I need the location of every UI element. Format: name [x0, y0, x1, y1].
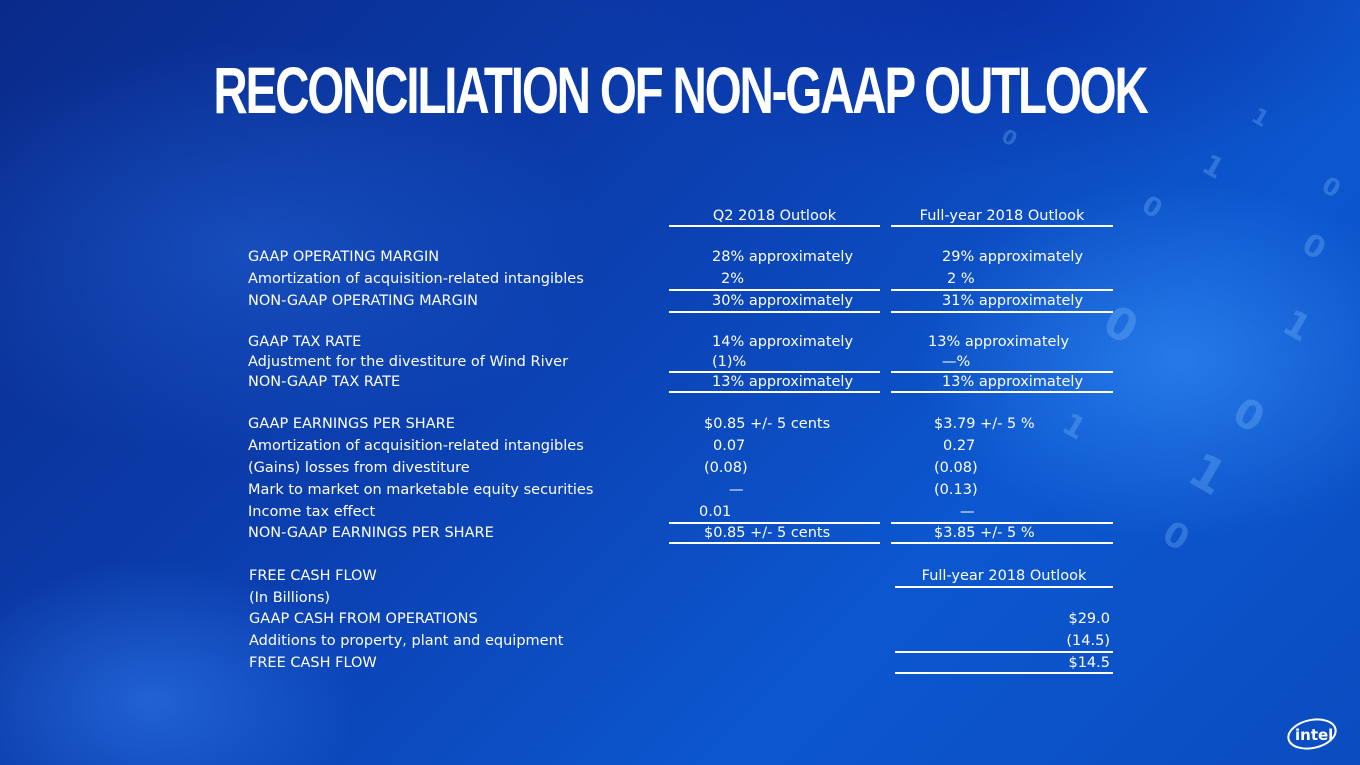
table-row: Additions to property, plant and equipme…	[0, 631, 1360, 651]
subtotal-line	[669, 522, 880, 524]
digit-bg: 1	[1247, 104, 1273, 133]
fy-value: (0.08)	[934, 460, 978, 476]
header-underline-q2	[669, 225, 880, 227]
page-title: RECONCILIATION OF NON-GAAP OUTLOOK	[213, 53, 1148, 127]
table-row: GAAP EARNINGS PER SHARE $0.85 +/- 5 cent…	[0, 414, 1360, 434]
subtotal-line	[895, 651, 1113, 653]
intel-logo: intel	[1287, 718, 1337, 750]
q2-value: 30% approximately	[712, 293, 854, 309]
row-label: Mark to market on marketable equity secu…	[248, 482, 594, 498]
q2-value: 0.01	[699, 504, 732, 520]
q2-value: $0.85 +/- 5 cents	[704, 525, 831, 541]
q2-value: $0.85 +/- 5 cents	[704, 416, 831, 432]
table-row: Amortization of acquisition-related inta…	[0, 269, 1360, 289]
q2-value: (0.08)	[704, 460, 748, 476]
column-header-fy: Full-year 2018 Outlook	[919, 208, 1085, 224]
fcf-column-header: Full-year 2018 Outlook	[921, 568, 1087, 584]
row-label: Income tax effect	[248, 504, 376, 520]
table-row: GAAP TAX RATE 14% approximately 13% appr…	[0, 332, 1360, 352]
logo-text: intel	[1295, 726, 1333, 744]
q2-value: (1)%	[712, 354, 747, 370]
header-underline-fcf	[895, 586, 1113, 588]
fy-value: (14.5)	[1066, 633, 1110, 649]
fy-value: $29.0	[1068, 611, 1110, 627]
digit-bg: 0	[1317, 171, 1345, 204]
header-underline-fy	[891, 225, 1113, 227]
q2-value: 28% approximately	[712, 249, 854, 265]
total-line	[891, 391, 1113, 393]
row-label: Amortization of acquisition-related inta…	[248, 271, 584, 287]
fy-value: $14.5	[1068, 655, 1110, 671]
fy-value: 13% approximately	[942, 374, 1084, 390]
digit-bg: 1	[1197, 147, 1230, 185]
total-line	[895, 672, 1113, 674]
subtotal-line	[669, 371, 880, 373]
row-label: Additions to property, plant and equipme…	[249, 633, 564, 649]
row-label: NON-GAAP OPERATING MARGIN	[248, 293, 478, 309]
q2-value: 0.07	[713, 438, 746, 454]
table-row: Mark to market on marketable equity secu…	[0, 480, 1360, 500]
table-row: FREE CASH FLOW Full-year 2018 Outlook	[0, 566, 1360, 586]
column-header-row: Q2 2018 Outlook Full-year 2018 Outlook	[0, 206, 1360, 226]
table-row: (Gains) losses from divestiture (0.08) (…	[0, 458, 1360, 478]
row-label: GAAP CASH FROM OPERATIONS	[249, 611, 478, 627]
total-line	[669, 311, 880, 313]
fy-value: 13% approximately	[928, 334, 1070, 350]
table-row: GAAP OPERATING MARGIN 28% approximately …	[0, 247, 1360, 267]
row-label: NON-GAAP EARNINGS PER SHARE	[248, 525, 494, 541]
table-row: FREE CASH FLOW $14.5	[0, 653, 1360, 673]
fy-value: —%	[942, 354, 971, 370]
row-label: Adjustment for the divestiture of Wind R…	[248, 354, 569, 370]
subtotal-line	[669, 289, 880, 291]
table-row: NON-GAAP EARNINGS PER SHARE $0.85 +/- 5 …	[0, 523, 1360, 543]
fy-value: $3.85 +/- 5 %	[934, 525, 1035, 541]
column-header-q2: Q2 2018 Outlook	[712, 208, 837, 224]
fcf-units: (In Billions)	[249, 590, 331, 606]
row-label: NON-GAAP TAX RATE	[248, 374, 401, 390]
row-label: GAAP EARNINGS PER SHARE	[248, 416, 455, 432]
q2-value: 13% approximately	[712, 374, 854, 390]
fy-value: (0.13)	[934, 482, 978, 498]
fy-value: —	[960, 504, 975, 520]
row-label: FREE CASH FLOW	[249, 655, 377, 671]
total-line	[669, 391, 880, 393]
fy-value: 0.27	[943, 438, 976, 454]
total-line	[669, 542, 880, 544]
fy-value: 29% approximately	[942, 249, 1084, 265]
total-line	[891, 311, 1113, 313]
row-label: GAAP OPERATING MARGIN	[248, 249, 440, 265]
table-row: Amortization of acquisition-related inta…	[0, 436, 1360, 456]
table-row: GAAP CASH FROM OPERATIONS $29.0	[0, 609, 1360, 629]
table-row: Adjustment for the divestiture of Wind R…	[0, 352, 1360, 372]
subtotal-line	[891, 289, 1113, 291]
q2-value: —	[729, 482, 744, 498]
fcf-section-header: FREE CASH FLOW	[249, 568, 377, 584]
row-label: Amortization of acquisition-related inta…	[248, 438, 584, 454]
row-label: (Gains) losses from divestiture	[248, 460, 470, 476]
table-row: NON-GAAP TAX RATE 13% approximately 13% …	[0, 372, 1360, 392]
q2-value: 14% approximately	[712, 334, 854, 350]
fy-value: 31% approximately	[942, 293, 1084, 309]
row-label: GAAP TAX RATE	[248, 334, 362, 350]
table-row: (In Billions)	[0, 588, 1360, 608]
q2-value: 2%	[721, 271, 745, 287]
subtotal-line	[891, 522, 1113, 524]
fy-value: $3.79 +/- 5 %	[934, 416, 1035, 432]
fy-value: 2 %	[947, 271, 975, 287]
table-row: Income tax effect 0.01 —	[0, 502, 1360, 522]
subtotal-line	[891, 371, 1113, 373]
table-row: NON-GAAP OPERATING MARGIN 30% approximat…	[0, 291, 1360, 311]
total-line	[891, 542, 1113, 544]
